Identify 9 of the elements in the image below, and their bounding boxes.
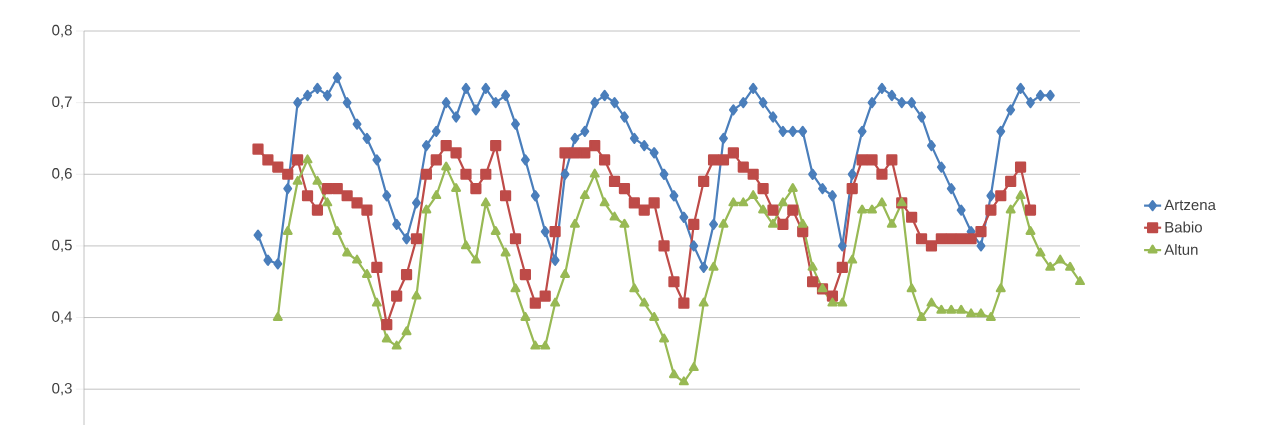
y-tick-label: 0,5: [52, 239, 72, 253]
y-tick-label: 0,3: [52, 382, 72, 396]
y-tick-label: 0,7: [52, 96, 72, 109]
legend-label: Altun: [1164, 243, 1198, 255]
legend-label: Artzena: [1164, 199, 1216, 211]
y-tick-label: 0,8: [52, 24, 72, 38]
legend-label: Babio: [1165, 221, 1202, 233]
y-tick-label: 0,4: [52, 311, 73, 324]
y-tick-label: 0,6: [52, 168, 72, 181]
